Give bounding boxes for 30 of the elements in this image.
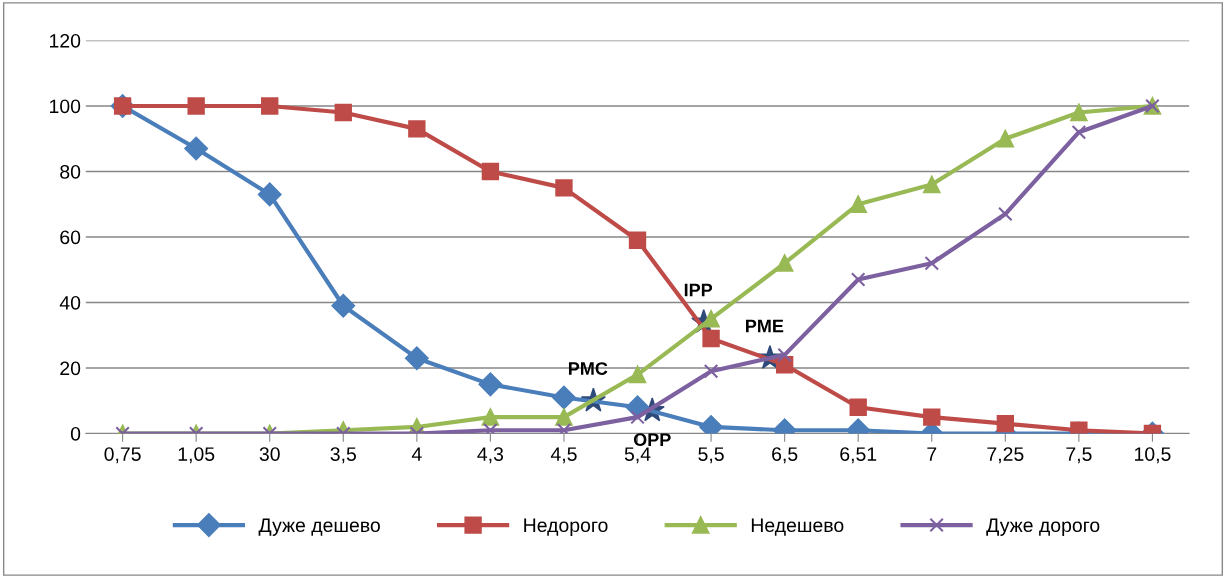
- y-tick-label: 40: [59, 295, 81, 310]
- x-tick-label: 10,5: [1135, 447, 1171, 464]
- x-tick-label: 1,05: [178, 447, 215, 464]
- legend-label: Недорого: [524, 518, 608, 536]
- x-tick-label: 0,75: [104, 447, 141, 464]
- y-tick-label: 0: [70, 426, 81, 441]
- x-tick-label: 3,5: [330, 447, 356, 464]
- x-tick-label: 7,25: [987, 447, 1024, 464]
- x-tick-label: 4: [411, 447, 422, 461]
- y-tick-label: 80: [60, 164, 81, 179]
- x-tick-label: 4,5: [550, 447, 577, 464]
- legend-label: Дуже дорого: [986, 518, 1100, 536]
- x-tick-label: 6,51: [840, 447, 877, 464]
- x-tick-label: 4,3: [477, 447, 504, 464]
- y-tick-label: 120: [50, 33, 81, 48]
- annotation: IPP: [684, 283, 713, 297]
- x-tick-label: 7: [927, 447, 937, 461]
- y-tick-label: 60: [60, 230, 81, 245]
- x-tick-label: 7,5: [1066, 447, 1092, 464]
- x-tick-label: 30: [259, 447, 280, 461]
- x-tick-label: 5,4: [624, 447, 651, 464]
- annotation: PMC: [568, 362, 608, 375]
- annotation: PME: [746, 319, 784, 333]
- legend-label: Недешево: [751, 518, 844, 536]
- y-tick-label: 20: [60, 361, 81, 376]
- x-tick-label: 5,5: [698, 447, 724, 464]
- y-tick-label: 100: [50, 99, 81, 114]
- x-tick-label: 6,5: [772, 447, 798, 464]
- legend-label: Дуже дешево: [258, 518, 380, 536]
- annotation: OPP: [633, 433, 671, 447]
